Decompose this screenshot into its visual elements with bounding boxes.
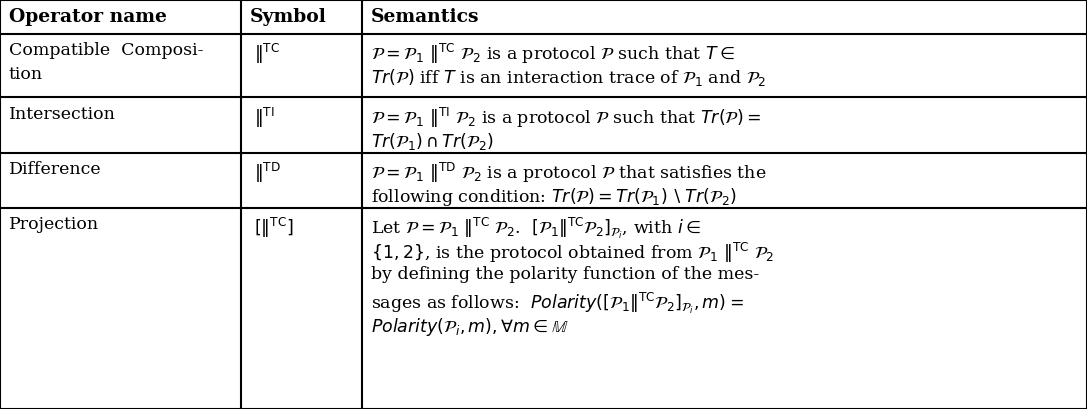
Text: $Tr(\mathcal{P}_1) \cap Tr(\mathcal{P}_2)$: $Tr(\mathcal{P}_1) \cap Tr(\mathcal{P}_2… (371, 130, 493, 152)
Text: Compatible  Composi-
tion: Compatible Composi- tion (9, 42, 203, 83)
Text: $\mathcal{P} = \mathcal{P}_1 \ \|^{\mathrm{TC}} \ \mathcal{P}_2$ is a protocol $: $\mathcal{P} = \mathcal{P}_1 \ \|^{\math… (371, 42, 735, 66)
Text: $\|^{\mathrm{TI}}$: $\|^{\mathrm{TI}}$ (254, 106, 275, 130)
Text: Operator name: Operator name (9, 8, 166, 26)
Text: $[\|^{\mathrm{TC}}]$: $[\|^{\mathrm{TC}}]$ (254, 216, 293, 240)
Text: Let $\mathcal{P} = \mathcal{P}_1 \ \|^{\mathrm{TC}} \ \mathcal{P}_2$. $\ [\mathc: Let $\mathcal{P} = \mathcal{P}_1 \ \|^{\… (371, 216, 701, 241)
Text: Intersection: Intersection (9, 106, 115, 123)
Text: $\{1, 2\}$, is the protocol obtained from $\mathcal{P}_1 \ \|^{\mathrm{TC}} \ \m: $\{1, 2\}$, is the protocol obtained fro… (371, 241, 774, 265)
Text: Symbol: Symbol (250, 8, 327, 26)
Text: Semantics: Semantics (371, 8, 479, 26)
Text: $\mathcal{P} = \mathcal{P}_1 \ \|^{\mathrm{TD}} \ \mathcal{P}_2$ is a protocol $: $\mathcal{P} = \mathcal{P}_1 \ \|^{\math… (371, 161, 766, 185)
Text: $\|^{\mathrm{TC}}$: $\|^{\mathrm{TC}}$ (254, 42, 280, 66)
Text: $\|^{\mathrm{TD}}$: $\|^{\mathrm{TD}}$ (254, 161, 282, 185)
Text: sages as follows: $\ Polarity([\mathcal{P}_1 \|^{\mathrm{TC}} \mathcal{P}_2]_{\m: sages as follows: $\ Polarity([\mathcal{… (371, 291, 744, 316)
Text: $Polarity(\mathcal{P}_i, m), \forall m \in \mathbb{M}$: $Polarity(\mathcal{P}_i, m), \forall m \… (371, 316, 569, 338)
Text: following condition: $Tr(\mathcal{P}) = Tr(\mathcal{P}_1) \setminus Tr(\mathcal{: following condition: $Tr(\mathcal{P}) = … (371, 186, 736, 208)
Text: $\mathcal{P} = \mathcal{P}_1 \ \|^{\mathrm{TI}} \ \mathcal{P}_2$ is a protocol $: $\mathcal{P} = \mathcal{P}_1 \ \|^{\math… (371, 106, 761, 130)
Text: Difference: Difference (9, 161, 101, 178)
Text: by defining the polarity function of the mes-: by defining the polarity function of the… (371, 266, 759, 283)
Text: Projection: Projection (9, 216, 99, 233)
Text: $Tr(\mathcal{P})$ iff $T$ is an interaction trace of $\mathcal{P}_1$ and $\mathc: $Tr(\mathcal{P})$ iff $T$ is an interact… (371, 67, 766, 88)
